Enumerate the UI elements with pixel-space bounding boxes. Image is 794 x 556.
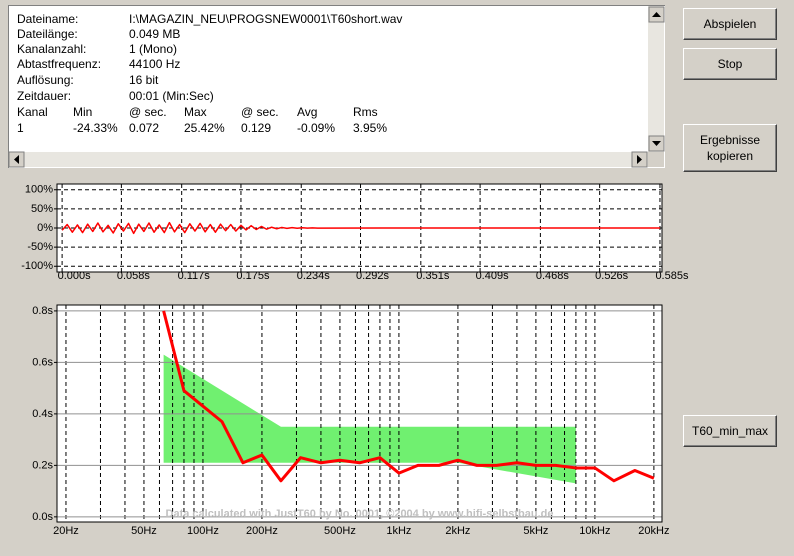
arrow-icon [652,141,661,146]
stats-value: -0.09% [297,121,336,135]
info-value: I:\MAGAZIN_NEU\PROGSNEW0001\T60short.wav [129,12,403,26]
x-tick-label: 200Hz [246,525,278,537]
x-tick-label: 0.351s [416,270,450,282]
info-value: 00:01 (Min:Sec) [129,89,214,103]
x-tick-label: 20Hz [53,525,79,537]
y-tick-label: 0.6s [32,356,53,368]
stop-button[interactable]: Stop [683,48,777,80]
stats-header: Max [184,105,207,119]
y-tick-label: 0.0s [32,511,53,523]
data-line [162,310,655,483]
info-value: 16 bit [129,73,159,87]
x-tick-label: 100Hz [187,525,219,537]
tolerance-band [163,354,576,484]
x-tick-label: 0.234s [297,270,331,282]
y-tick-label: 50% [31,203,53,215]
stats-header: @ sec. [129,105,167,119]
x-tick-label: 500Hz [324,525,356,537]
info-value: 0.049 MB [129,27,181,41]
arrow-icon [637,155,642,164]
x-tick-label: 10kHz [579,525,610,537]
info-label: Zeitdauer: [17,89,72,103]
plot-frame [56,183,663,273]
stats-header: Rms [353,105,378,119]
x-tick-label: 0.468s [536,270,570,282]
info-label: Abtastfrequenz: [17,57,102,71]
stats-value: 3.95% [353,121,388,135]
x-tick-label: 0.409s [476,270,510,282]
x-tick-label: 0.000s [58,270,92,282]
x-tick-label: 2kHz [445,525,470,537]
stats-value: 0.072 [129,121,160,135]
info-value: 44100 Hz [129,57,181,71]
h-scrollbar[interactable] [9,152,648,167]
y-tick-label: 0% [37,222,53,234]
stats-value: -24.33% [73,121,118,135]
x-tick-label: 20kHz [638,525,669,537]
stats-value: 0.129 [241,121,272,135]
v-scrollbar[interactable] [648,6,664,152]
stats-value: 25.42% [184,121,225,135]
y-tick-label: 100% [25,184,53,196]
y-tick-label: -50% [27,241,53,253]
t60-button[interactable]: T60_min_max [683,415,777,447]
info-panel: Dateiname: I:\MAGAZIN_NEU\PROGSNEW0001\T6… [8,5,665,168]
plot-frame [56,304,663,523]
info-label: Dateilänge: [17,27,78,41]
x-tick-label: 50Hz [131,525,157,537]
watermark: Data calculated with JustT60 by No. 0001… [166,508,554,520]
x-tick-label: 0.292s [356,270,390,282]
play-button[interactable]: Abspielen [683,8,777,40]
x-tick-label: 0.526s [595,270,629,282]
y-tick-label: 0.2s [32,459,53,471]
stats-header: Avg [297,105,318,119]
scroll-corner [648,152,664,167]
arrow-icon [14,155,19,164]
copy-button[interactable]: Ergebnisse kopieren [683,124,777,172]
info-value: 1 (Mono) [129,42,178,56]
stats-header: Min [73,105,93,119]
info-label: Auflösung: [17,73,74,87]
data-line [61,221,660,235]
stats-header: Kanal [17,105,48,119]
x-tick-label: 5kHz [523,525,548,537]
x-tick-label: 0.585s [655,270,689,282]
x-tick-label: 0.058s [117,270,151,282]
stats-header: @ sec. [241,105,279,119]
y-tick-label: -100% [21,260,53,272]
stats-value: 1 [17,121,24,135]
x-tick-label: 0.117s [178,270,211,282]
info-label: Kanalanzahl: [17,42,87,56]
y-tick-label: 0.8s [32,305,53,317]
x-tick-label: 1kHz [386,525,411,537]
arrow-icon [652,12,661,17]
x-tick-label: 0.175s [236,270,270,282]
info-label: Dateiname: [17,12,79,26]
y-tick-label: 0.4s [32,408,53,420]
